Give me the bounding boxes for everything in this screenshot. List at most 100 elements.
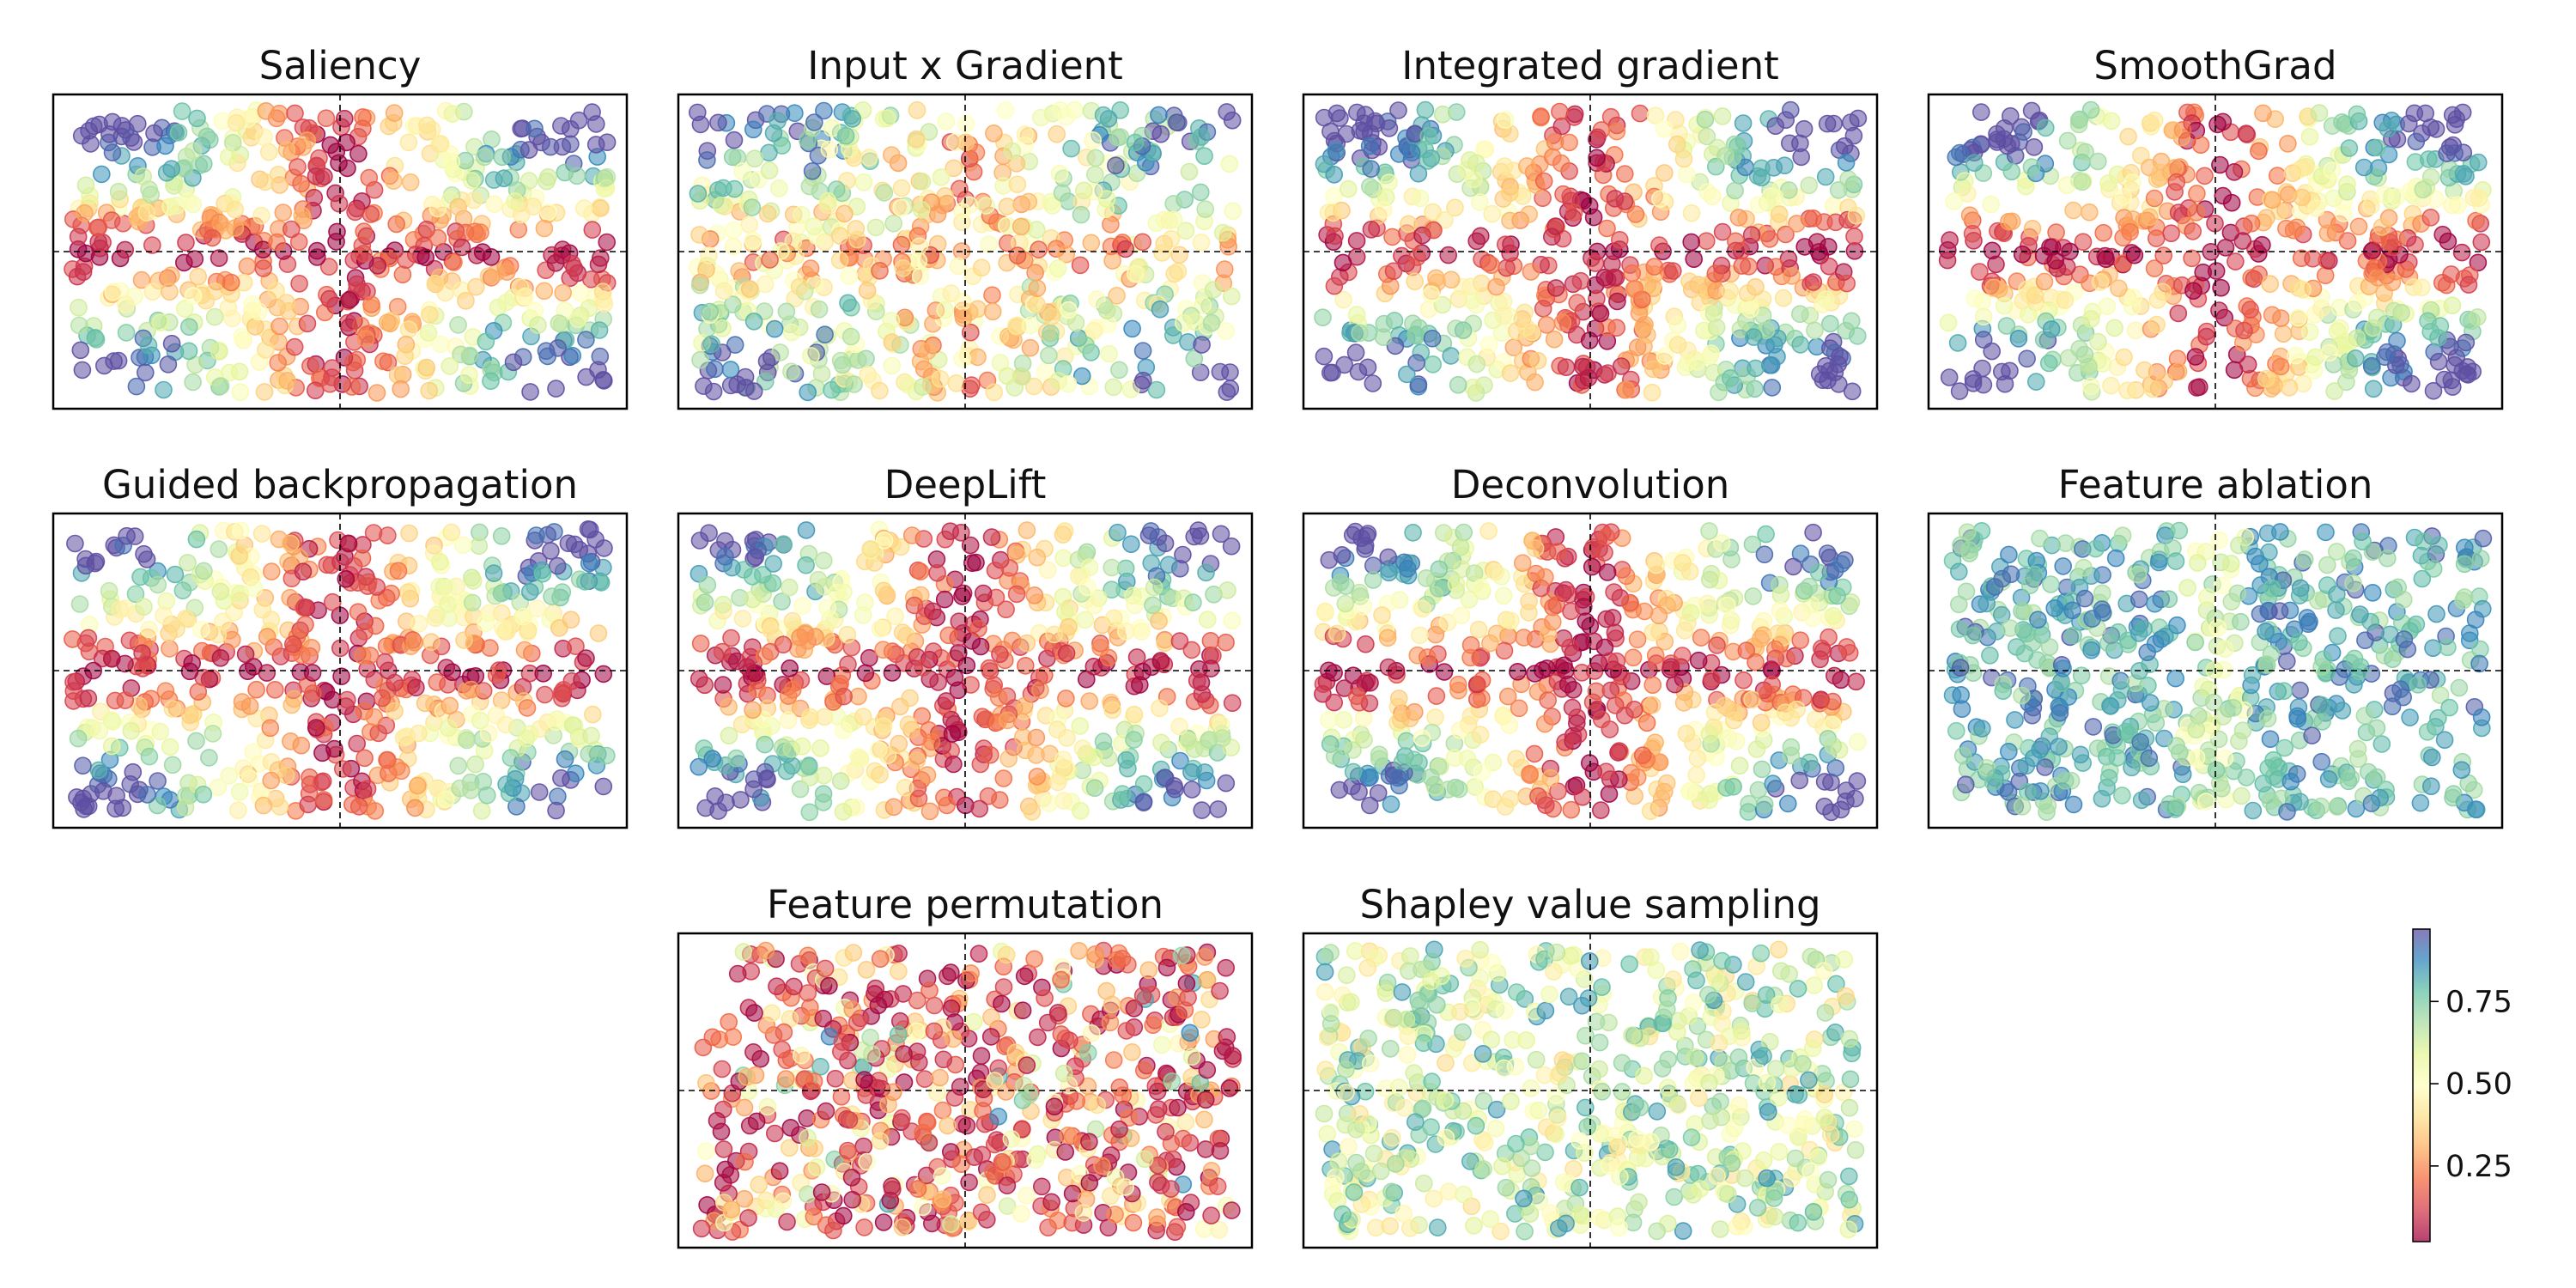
scatter-point [1817, 356, 1835, 375]
scatter-point [358, 780, 377, 799]
scatter-point [173, 102, 191, 120]
scatter-point [1845, 228, 1863, 246]
scatter-point [133, 644, 151, 662]
scatter-point [743, 198, 762, 216]
scatter-point [764, 555, 783, 573]
scatter-point [1113, 785, 1132, 803]
scatter-point [836, 126, 855, 145]
scatter-point [1783, 267, 1801, 285]
scatter-point [1703, 670, 1721, 689]
scatter-point [1484, 311, 1502, 330]
scatter-point [2204, 693, 2223, 712]
scatter-point [1553, 313, 1572, 331]
scatter-point [2083, 610, 2101, 628]
scatter-point [416, 694, 434, 713]
scatter-point [556, 750, 574, 769]
scatter-point [1078, 578, 1097, 597]
scatter-point [1413, 729, 1431, 747]
scatter-point [1025, 586, 1044, 605]
scatter-point [529, 316, 547, 334]
scatter-point [2094, 223, 2112, 242]
scatter-point [2136, 361, 2154, 380]
scatter-point [320, 289, 338, 308]
scatter-point [462, 680, 481, 699]
scatter-point [1075, 181, 1093, 200]
scatter-point [2264, 750, 2282, 769]
scatter-point [1464, 378, 1482, 397]
scatter-point [1562, 800, 1581, 819]
scatter-point [1209, 800, 1227, 818]
scatter-point [918, 766, 937, 784]
scatter-point [2070, 111, 2088, 130]
scatter-point [1134, 793, 1153, 812]
scatter-point [2318, 224, 2337, 243]
scatter-point [355, 623, 374, 641]
scatter-point [1028, 279, 1047, 298]
scatter-point [439, 719, 458, 738]
scatter-point [727, 749, 745, 768]
scatter-point [1454, 321, 1473, 339]
scatter-point [1514, 554, 1532, 573]
scatter-point [258, 664, 276, 682]
scatter-point [1334, 253, 1352, 272]
scatter-point [1325, 166, 1343, 184]
scatter-point [843, 110, 862, 128]
scatter-point [2224, 698, 2243, 717]
scatter-point [561, 119, 580, 138]
scatter-point [809, 570, 828, 589]
scatter-point [236, 645, 255, 664]
scatter-point [1406, 325, 1425, 343]
scatter-point [1145, 578, 1163, 597]
scatter-point [2392, 303, 2410, 322]
scatter-point [2166, 552, 2185, 570]
scatter-point [378, 313, 397, 331]
scatter-point [2213, 576, 2232, 595]
scatter-point [1628, 630, 1647, 649]
panel-6: Deconvolution [1302, 462, 1879, 829]
scatter-point [1357, 635, 1375, 653]
scatter-point [368, 257, 387, 275]
scatter-point [421, 306, 439, 324]
scatter-point [2191, 136, 2210, 154]
scatter-point [818, 598, 837, 617]
scatter-point [1085, 779, 1104, 798]
scatter-point [2166, 799, 2184, 818]
scatter-point [2411, 793, 2430, 812]
scatter-point [319, 258, 338, 276]
scatter-point [1598, 219, 1616, 238]
scatter-point [181, 706, 199, 725]
scatter-point [1380, 563, 1398, 582]
scatter-point [2188, 185, 2206, 203]
scatter-point [954, 292, 972, 311]
scatter-point [2056, 291, 2075, 309]
scatter-point [854, 708, 872, 726]
scatter-point [244, 743, 262, 762]
scatter-point [1941, 231, 1959, 249]
scatter-point [1717, 779, 1735, 797]
scatter-point [973, 708, 992, 726]
scatter-point [980, 235, 998, 253]
scatter-point [1442, 270, 1461, 289]
scatter-point [103, 143, 122, 161]
scatter-point [2091, 273, 2110, 291]
scatter-point [2063, 601, 2081, 620]
scatter-point [449, 756, 468, 775]
scatter-point [2029, 611, 2047, 629]
scatter-point [546, 713, 565, 732]
scatter-point [1507, 322, 1526, 340]
scatter-point [1702, 344, 1720, 362]
scatter-point [2467, 211, 2485, 230]
scatter-point [2470, 153, 2488, 172]
scatter-point [1085, 596, 1103, 615]
scatter-point [1007, 585, 1026, 604]
scatter-point [1326, 747, 1344, 765]
panel-1: Input x Gradient [677, 43, 1254, 410]
scatter-point [2261, 275, 2279, 294]
scatter-point [2363, 241, 2382, 259]
scatter-point [1682, 233, 1700, 252]
scatter-point [1054, 750, 1072, 769]
scatter-point [1023, 803, 1042, 821]
scatter-point [1518, 157, 1536, 175]
scatter-point [1000, 558, 1018, 577]
scatter-point [2162, 224, 2180, 243]
